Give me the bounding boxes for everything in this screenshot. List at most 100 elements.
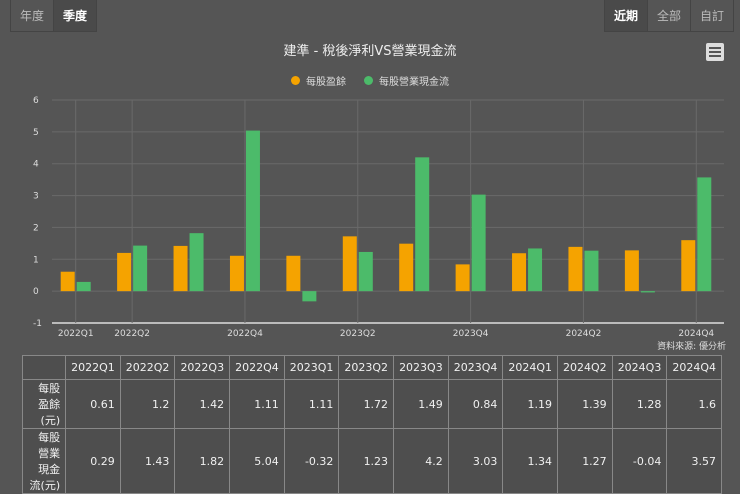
x-tick-label: 2024Q4 — [678, 329, 714, 339]
bar-eps — [173, 245, 188, 292]
hamburger-menu-icon[interactable] — [706, 43, 724, 61]
data-source: 資料來源: 優分析 — [657, 342, 726, 352]
y-tick-label: 0 — [33, 287, 39, 297]
y-tick-label: 2 — [33, 223, 39, 233]
bar-eps — [681, 240, 696, 292]
legend-item[interactable]: 每股盈餘 — [291, 73, 346, 88]
x-tick-label: 2023Q2 — [340, 329, 376, 339]
bar-cashflow — [471, 194, 486, 292]
row-label: 每股營業現金流(元) — [21, 428, 67, 494]
table-header-row: 2022Q1 2022Q2 2022Q3 2022Q4 2023Q1 2023Q2 2023… — [21, 355, 722, 380]
x-tick-label: 2022Q2 — [114, 329, 150, 339]
bar-eps — [399, 243, 414, 292]
x-tick-label: 2022Q1 — [58, 329, 94, 339]
y-tick-label: 3 — [33, 192, 39, 202]
column-header: 2023Q2 — [338, 355, 395, 380]
table-cell: 1.43 — [119, 428, 176, 494]
table-cell: 0.61 — [65, 379, 121, 429]
bar-eps — [455, 264, 470, 292]
bar-cashflow — [697, 177, 712, 292]
bar-eps — [624, 250, 639, 292]
y-tick-label: 5 — [33, 128, 39, 138]
column-header: 2024Q3 — [611, 355, 668, 380]
table-cell: 1.72 — [338, 379, 395, 429]
bar-cashflow — [358, 251, 373, 292]
bar-eps — [60, 271, 75, 292]
period-tab[interactable]: 季度 — [53, 0, 97, 31]
table-cell: 1.2 — [119, 379, 176, 429]
legend-dot — [364, 76, 373, 85]
chart-title: 建準 - 稅後淨利VS營業現金流 — [283, 44, 457, 59]
bar-eps — [568, 246, 583, 292]
column-header: 2023Q4 — [447, 355, 504, 380]
bar-eps — [229, 255, 244, 292]
column-header: 2022Q2 — [119, 355, 176, 380]
table-cell: 1.34 — [502, 428, 559, 494]
table-cell: 0.84 — [447, 379, 504, 429]
table-row: 每股營業現金流(元) 0.29 1.43 1.82 5.04 -0.32 1.23 4.2 3.… — [21, 428, 722, 494]
period-toggle: 年度 季度 — [10, 0, 98, 32]
bar-eps — [286, 255, 301, 292]
column-header: 2022Q4 — [229, 355, 285, 380]
bar-eps — [342, 236, 357, 292]
bar-cashflow — [584, 250, 599, 292]
x-tick-label: 2024Q2 — [566, 329, 602, 339]
table-cell: 1.28 — [611, 379, 668, 429]
legend-item[interactable]: 每股營業現金流 — [364, 73, 449, 88]
legend-label: 每股盈餘 — [306, 77, 346, 88]
legend: 每股盈餘 每股營業現金流 — [0, 73, 740, 88]
data-table: 2022Q1 2022Q2 2022Q3 2022Q4 2023Q1 2023Q2 2023… — [21, 355, 722, 494]
table-cell: 3.03 — [447, 428, 504, 494]
bar-cashflow — [189, 233, 204, 292]
bar-cashflow — [528, 248, 543, 292]
bar-cashflow — [640, 291, 655, 293]
column-header: 2024Q1 — [502, 355, 559, 380]
range-tab[interactable]: 自訂 — [689, 0, 733, 31]
y-tick-label: 4 — [33, 160, 39, 170]
y-tick-label: -1 — [33, 319, 42, 329]
table-cell: 0.29 — [65, 428, 121, 494]
table-cell: 1.42 — [174, 379, 231, 429]
bar-eps — [512, 253, 527, 292]
table-cell: 1.49 — [393, 379, 449, 429]
table-cell: -0.04 — [611, 428, 668, 494]
table-cell: 1.82 — [174, 428, 231, 494]
bar-eps — [117, 252, 132, 292]
legend-dot — [291, 76, 300, 85]
column-header: 2023Q3 — [393, 355, 449, 380]
column-header: 2022Q3 — [174, 355, 231, 380]
corner-cell — [21, 355, 67, 380]
column-header: 2022Q1 — [65, 355, 121, 380]
table-cell: 4.2 — [393, 428, 449, 494]
table-cell: 1.39 — [557, 379, 613, 429]
bar-chart: -1 0 1 2 3 4 5 6 2022Q1 2022Q2 2022Q4 2023Q2 2023Q4 2… — [33, 96, 724, 339]
table-cell: 1.27 — [557, 428, 613, 494]
table-cell: 1.23 — [338, 428, 395, 494]
column-header: 2024Q2 — [557, 355, 613, 380]
bar-cashflow — [76, 281, 91, 292]
bar-cashflow — [133, 245, 148, 292]
y-tick-label: 1 — [33, 255, 39, 265]
table-cell: 1.19 — [502, 379, 559, 429]
row-label: 每股盈餘(元) — [21, 379, 67, 429]
column-header: 2024Q4 — [666, 355, 722, 380]
x-tick-label: 2023Q4 — [453, 329, 489, 339]
table-cell: 1.11 — [229, 379, 285, 429]
bar-cashflow — [245, 130, 260, 292]
bar-cashflow — [415, 157, 430, 292]
column-header: 2023Q1 — [283, 355, 340, 380]
table-cell: 5.04 — [229, 428, 285, 494]
y-tick-label: 6 — [33, 96, 39, 106]
range-tab[interactable]: 全部 — [646, 0, 690, 31]
range-tab[interactable]: 近期 — [604, 0, 647, 31]
table-cell: 3.57 — [666, 428, 722, 494]
range-toggle: 近期 全部 自訂 — [603, 0, 734, 32]
table-cell: -0.32 — [283, 428, 340, 494]
bar-cashflow — [302, 291, 317, 302]
table-cell: 1.6 — [666, 379, 722, 429]
table-row: 每股盈餘(元) 0.61 1.2 1.42 1.11 1.11 1.72 1.49 0.84 1.… — [21, 379, 722, 429]
x-tick-label: 2022Q4 — [227, 329, 263, 339]
legend-label: 每股營業現金流 — [379, 77, 449, 88]
period-tab[interactable]: 年度 — [11, 0, 54, 31]
table-cell: 1.11 — [283, 379, 340, 429]
